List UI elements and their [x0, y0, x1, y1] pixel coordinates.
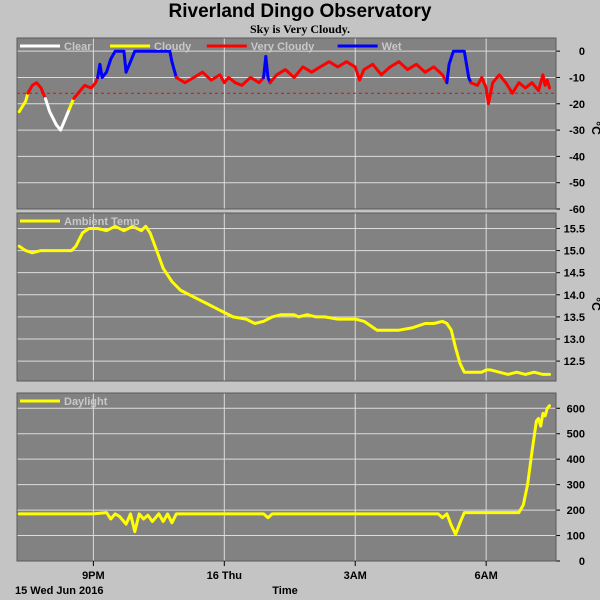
x-tick-label: 16 Thu [207, 570, 242, 582]
panel-daylight: 600 500 400 300 200 100 0 Daylight [16, 392, 585, 568]
series-line [268, 60, 449, 85]
y-tick-label: -50 [569, 178, 585, 190]
x-tick-label: 3AM [344, 570, 367, 582]
x-axis-title: Time [272, 585, 297, 597]
y-tick-label: -60 [569, 204, 585, 216]
series-line [469, 73, 551, 106]
y-tick-label: 12.5 [564, 356, 585, 368]
series-line [17, 91, 30, 114]
legend-label: Cloudy [154, 41, 192, 53]
y-tick-label: 500 [567, 429, 585, 441]
legend-label: Ambient Temp [64, 216, 140, 228]
y-tick-label: 13.0 [564, 334, 585, 346]
y-tick-label: 13.5 [564, 312, 585, 324]
y-tick-label: 400 [567, 454, 585, 466]
y-tick-label: -40 [569, 151, 585, 163]
series-line [43, 97, 71, 132]
x-tick-label: 9PM [82, 570, 105, 582]
series-line [262, 54, 272, 85]
series-line [445, 49, 473, 85]
legend-label: Clear [64, 41, 92, 53]
y-tick-label: -20 [569, 99, 585, 111]
x-tick-label: 6AM [475, 570, 498, 582]
legend-label: Wet [382, 41, 402, 53]
y-tick-label: 200 [567, 505, 585, 517]
series-line [72, 76, 100, 100]
panel-sky: 0 -10 -20 -30 -40 -50 -60 Clear Cloudy Very Cloud… [16, 37, 600, 216]
plot-border [16, 37, 557, 210]
plot-area [17, 213, 556, 381]
series-line [17, 404, 551, 536]
series-line [67, 97, 76, 111]
y-axis-unit: °C [589, 297, 600, 311]
y-tick-label: 14.5 [564, 268, 585, 280]
legend-label: Very Cloudy [251, 41, 315, 53]
date-label: 15 Wed Jun 2016 [15, 585, 103, 597]
y-tick-label: -10 [569, 72, 585, 84]
page-subtitle: Sky is Very Cloudy. [249, 22, 351, 36]
y-tick-label: 15.0 [564, 246, 585, 258]
plot-border [16, 212, 557, 382]
series-line [17, 224, 551, 376]
series-line [174, 70, 266, 87]
y-axis-unit: °C [589, 121, 600, 135]
y-tick-label: 15.5 [564, 223, 585, 235]
y-tick-label: 600 [567, 403, 585, 415]
series-line [26, 81, 47, 100]
y-tick-label: -30 [569, 125, 585, 137]
page-title: Riverland Dingo Observatory [168, 1, 432, 22]
plot-border [16, 392, 557, 562]
y-tick-label: 14.0 [564, 290, 585, 302]
y-tick-label: 0 [579, 556, 585, 568]
y-tick-label: 300 [567, 480, 585, 492]
panel-ambient: 15.5 15.0 14.5 14.0 13.5 13.0 12.5 Ambient Temp… [16, 212, 600, 382]
y-tick-label: 100 [567, 531, 585, 543]
y-tick-label: 0 [579, 46, 585, 58]
series-line [96, 49, 178, 79]
legend-label: Daylight [64, 396, 108, 408]
plot-area [17, 393, 556, 561]
plot-area [17, 38, 556, 209]
